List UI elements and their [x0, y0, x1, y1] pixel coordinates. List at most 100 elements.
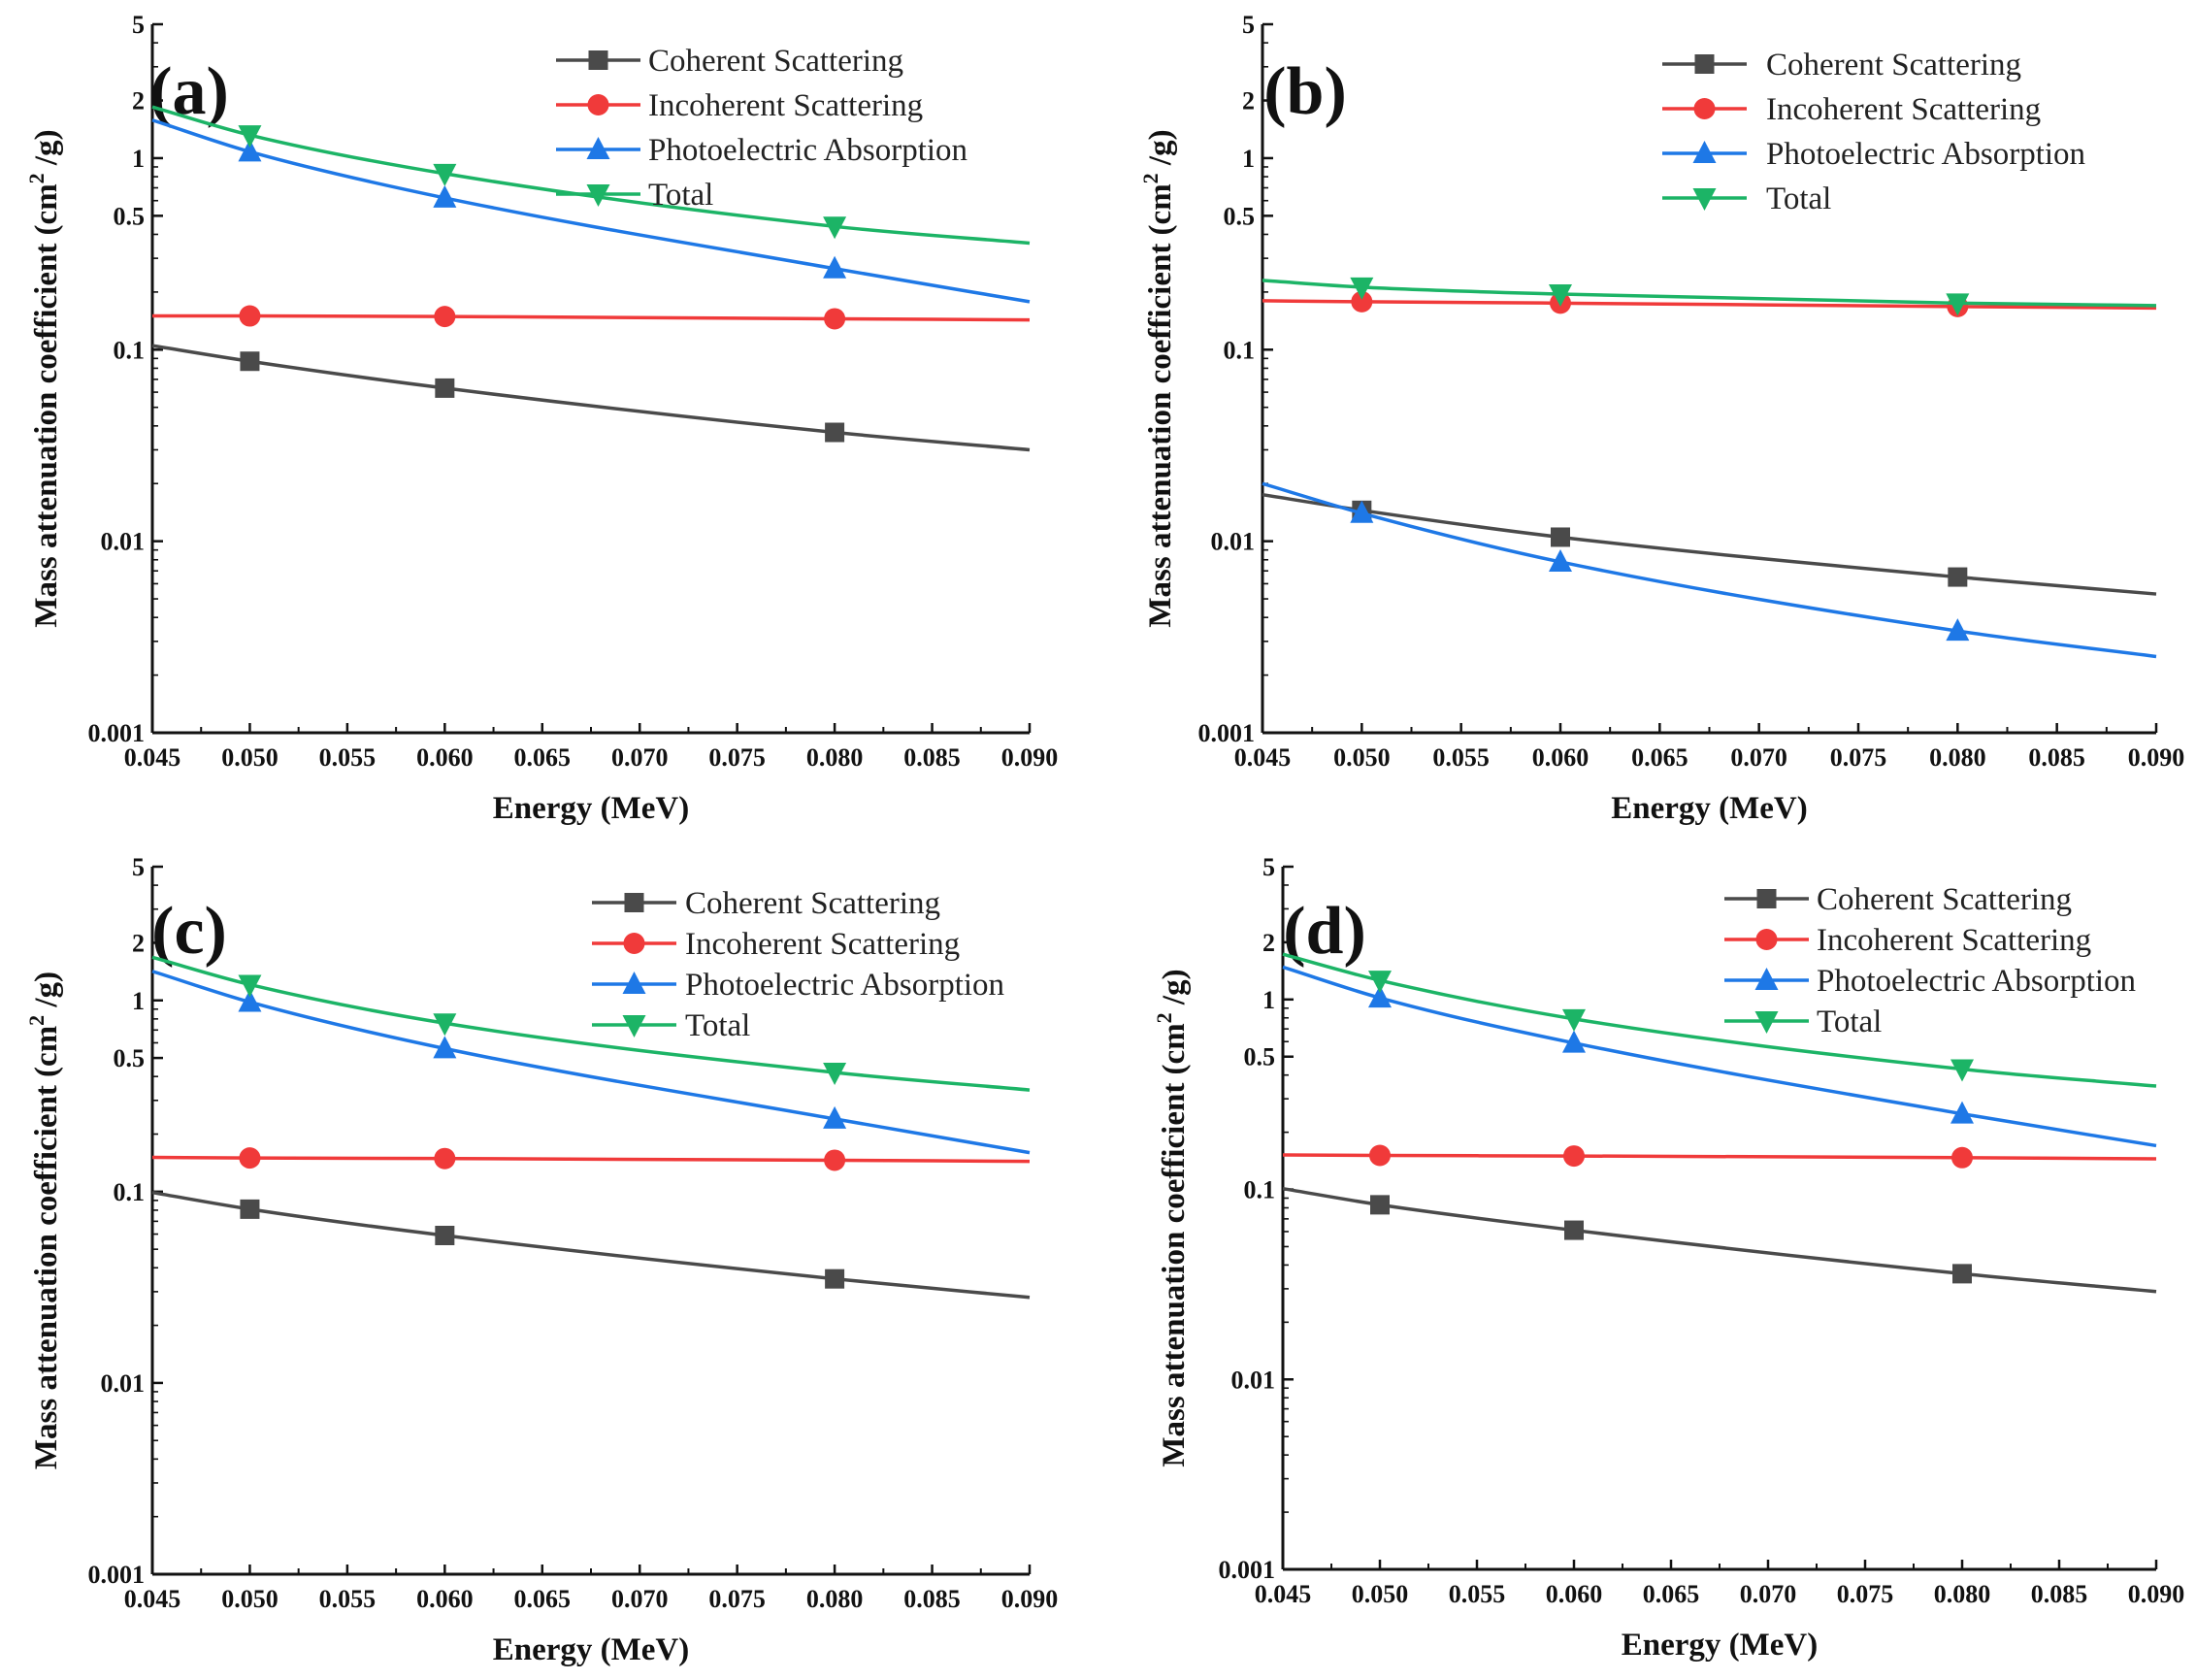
x-tick-label: 0.080: [1934, 1580, 1991, 1608]
legend-label: Coherent Scattering: [685, 886, 940, 921]
x-tick-label: 0.045: [124, 743, 181, 772]
panel-label: (b): [1263, 54, 1347, 129]
y-tick-label: 1: [1242, 145, 1255, 173]
legend-label: Coherent Scattering: [1766, 48, 2021, 82]
legend: Coherent Scattering Incoherent Scattering…: [592, 886, 1004, 1043]
data-point-total: [433, 1013, 457, 1037]
x-tick-label: 0.060: [1546, 1580, 1603, 1608]
y-tick-label: 5: [1262, 853, 1275, 881]
x-tick-label: 0.065: [1643, 1580, 1700, 1608]
data-point-total: [238, 125, 262, 148]
legend-marker-incoherent: [587, 94, 609, 115]
legend-marker-coherent: [624, 893, 644, 912]
legend: Coherent Scattering Incoherent Scattering…: [556, 44, 967, 213]
data-point-incoherent: [824, 308, 846, 330]
chart-panel-c: 0.045 0.050 0.055 0.060 0.065 0.070 0.075 0.080…: [24, 853, 1058, 1667]
x-tick-label: 0.050: [1352, 1580, 1409, 1608]
data-point-total: [1368, 971, 1392, 994]
data-point-total: [1562, 1008, 1586, 1032]
y-tick-label: 0.01: [101, 528, 146, 556]
y-tick-label: 0.1: [1244, 1176, 1276, 1204]
data-point-photoelectric: [1350, 500, 1374, 523]
legend-label: Incoherent Scattering: [1817, 923, 2091, 958]
y-axis-title: Mass attenuation coefficient (cm2 /g): [1152, 969, 1192, 1466]
data-point-photoelectric: [238, 989, 262, 1012]
legend-label: Total: [685, 1008, 750, 1043]
legend-marker-photoelectric: [622, 972, 646, 994]
data-point-incoherent: [1951, 1146, 1973, 1169]
series-photoelectric: [151, 118, 1031, 304]
data-point-photoelectric: [823, 1105, 847, 1129]
x-tick-label: 0.045: [1234, 743, 1292, 772]
data-point-photoelectric: [1562, 1030, 1586, 1053]
y-tick-label: 0.5: [1224, 202, 1256, 230]
data-point-photoelectric: [433, 1036, 457, 1059]
legend-marker-total: [622, 1015, 646, 1038]
y-tick-label: 0.001: [88, 1561, 146, 1589]
legend-marker-incoherent: [1693, 98, 1716, 119]
data-point-coherent: [240, 1199, 260, 1219]
panel-label: (c): [151, 894, 227, 969]
data-point-photoelectric: [1950, 1101, 1974, 1124]
x-tick-label: 0.050: [221, 743, 279, 772]
panel-label: (d): [1283, 894, 1366, 969]
x-tick-label: 0.070: [1740, 1580, 1797, 1608]
legend: Coherent Scattering Incoherent Scattering…: [1724, 882, 2136, 1039]
chart-panel-d: 0.045 0.050 0.055 0.060 0.065 0.070 0.075 0.080…: [1152, 853, 2184, 1663]
x-tick-label: 0.085: [2031, 1580, 2088, 1608]
legend-label: Incoherent Scattering: [685, 927, 960, 962]
x-axis-title: Energy (MeV): [1622, 1628, 1819, 1663]
legend-marker-total: [586, 184, 610, 207]
series-photoelectric: [1262, 481, 2157, 659]
x-tick-label: 0.045: [124, 1585, 181, 1613]
x-tick-label: 0.085: [2028, 743, 2085, 772]
data-point-coherent: [825, 1268, 845, 1289]
y-tick-label: 0.001: [1198, 719, 1256, 747]
series-coherent: [151, 1190, 1031, 1300]
data-point-coherent: [435, 378, 455, 398]
data-point-total: [1946, 293, 1970, 316]
data-point-coherent: [1948, 567, 1968, 587]
legend-label: Incoherent Scattering: [1766, 92, 2041, 127]
y-tick-label: 2: [132, 929, 145, 957]
series-incoherent: [1282, 1144, 2157, 1169]
legend-marker-incoherent: [1755, 929, 1778, 950]
x-tick-label: 0.055: [1432, 743, 1490, 772]
legend-label: Photoelectric Absorption: [1817, 964, 2136, 999]
x-tick-label: 0.055: [319, 743, 377, 772]
x-tick-label: 0.080: [806, 743, 864, 772]
legend-marker-coherent: [1756, 889, 1777, 908]
y-tick-label: 1: [132, 145, 145, 173]
y-axis-title: Mass attenuation coefficient (cm2 /g): [24, 129, 64, 627]
x-axis-title: Energy (MeV): [1611, 791, 1808, 826]
x-tick-label: 0.070: [1730, 743, 1787, 772]
legend-marker-total: [1692, 188, 1717, 211]
legend-label: Total: [1766, 181, 1831, 216]
data-point-total: [1350, 277, 1374, 300]
data-point-coherent: [825, 422, 845, 443]
legend-label: Coherent Scattering: [648, 44, 903, 79]
data-point-incoherent: [1563, 1145, 1585, 1168]
series-total: [1262, 277, 2157, 316]
y-tick-label: 0.001: [1219, 1556, 1276, 1584]
data-point-photoelectric: [1946, 618, 1970, 642]
data-point-coherent: [1551, 527, 1570, 547]
series-photoelectric: [151, 970, 1031, 1155]
x-tick-label: 0.075: [708, 1585, 766, 1613]
data-point-incoherent: [239, 1147, 261, 1169]
series-incoherent: [152, 305, 1031, 330]
y-tick-label: 0.001: [88, 719, 146, 747]
data-point-incoherent: [824, 1149, 846, 1171]
x-tick-label: 0.065: [1631, 743, 1688, 772]
y-tick-label: 1: [132, 987, 145, 1015]
series-total: [1282, 952, 2157, 1088]
data-point-photoelectric: [1368, 985, 1392, 1008]
legend-label: Total: [1817, 1005, 1882, 1039]
x-axis-title: Energy (MeV): [493, 1632, 690, 1667]
x-tick-label: 0.075: [1837, 1580, 1894, 1608]
data-point-photoelectric: [238, 139, 262, 162]
data-point-coherent: [435, 1225, 455, 1245]
x-tick-label: 0.090: [2128, 1580, 2185, 1608]
data-point-total: [238, 974, 262, 998]
